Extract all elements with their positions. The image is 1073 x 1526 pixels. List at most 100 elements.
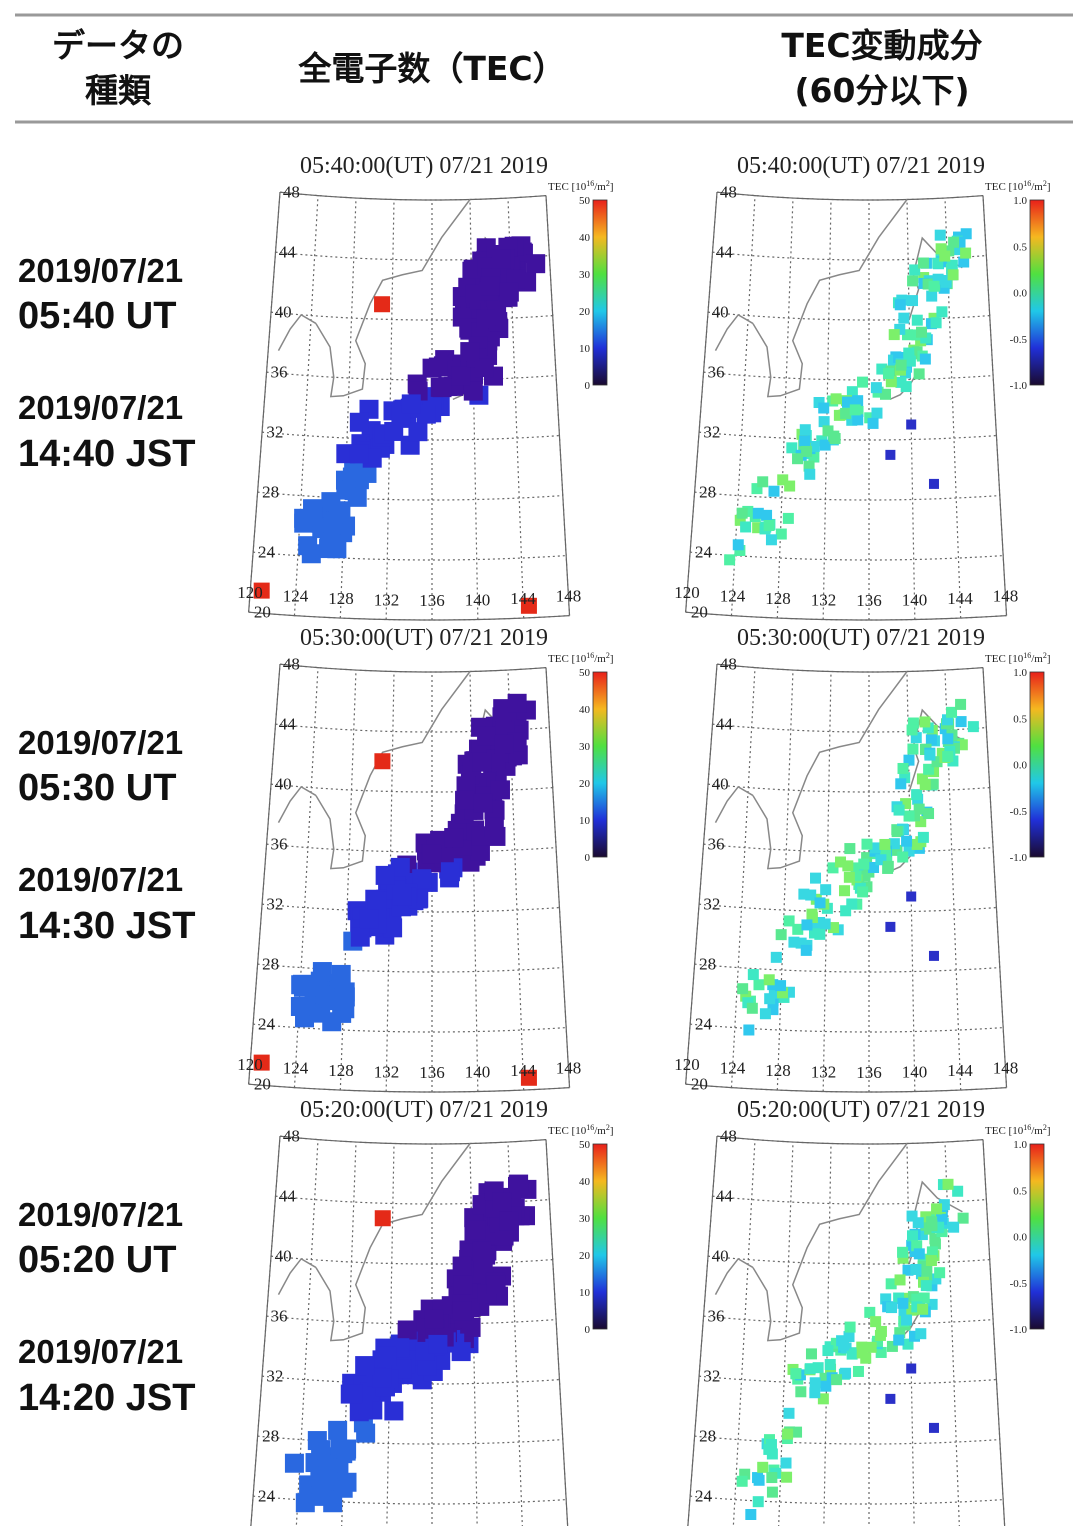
observation-square: [852, 414, 864, 426]
observation-square: [840, 1367, 852, 1379]
observation-square: [764, 993, 776, 1005]
observation-square: [911, 1301, 923, 1313]
longitude-line: [776, 198, 794, 619]
colorbar-tick-label: -1.0: [1010, 852, 1028, 864]
colorbar-tick-label: 10: [579, 815, 591, 827]
observation-square: [805, 889, 817, 901]
observation-square: [907, 295, 919, 307]
latitude-label: 28: [262, 954, 279, 973]
latitude-line: [690, 1495, 1004, 1505]
observation-square: [885, 1278, 897, 1290]
colorbar-tick-label: 0.0: [1013, 760, 1027, 772]
colorbar-tick-label: 30: [579, 741, 591, 753]
coastline: [714, 785, 754, 823]
observation-square: [745, 1508, 757, 1520]
observation-square: [318, 1466, 338, 1486]
latitude-label: 24: [695, 1014, 713, 1033]
ut-date: 2019/07/21: [18, 724, 183, 761]
latitude-label: 36: [270, 834, 287, 853]
latitude-label: 32: [266, 422, 283, 441]
observation-square: [856, 1341, 868, 1353]
observation-square: [946, 706, 958, 718]
observation-square: [872, 1335, 884, 1347]
observation-square: [942, 751, 954, 763]
colorbar-tick-label: 0: [585, 380, 591, 392]
observation-square: [472, 752, 492, 772]
observation-square: [484, 817, 504, 837]
longitude-label: 140: [465, 591, 491, 610]
observation-square: [861, 852, 873, 864]
observation-square: [888, 838, 900, 850]
ut-date: 2019/07/21: [18, 1196, 183, 1233]
observation-square: [798, 888, 810, 900]
observation-square: [888, 329, 900, 341]
observation-square: [777, 987, 789, 999]
colorbar-title: TEC [1016/m2]: [548, 179, 614, 193]
latitude-line: [690, 551, 1004, 561]
observation-square: [507, 693, 527, 713]
observation-square: [384, 421, 404, 441]
observation-square: [926, 1220, 938, 1232]
observation-square: [886, 1340, 898, 1352]
latitude-label: 48: [283, 654, 300, 673]
colorbar-tick-label: 50: [579, 667, 591, 679]
observation-square: [918, 272, 930, 284]
observation-square: [869, 842, 881, 854]
colorbar-title-part: /m: [1031, 1125, 1043, 1137]
latitude-line: [694, 1435, 1000, 1445]
observation-square: [932, 257, 944, 269]
observation-square: [752, 507, 764, 519]
observation-square: [894, 299, 906, 311]
observation-square: [831, 1374, 843, 1386]
observation-square: [955, 698, 967, 710]
observation-square: [958, 256, 970, 268]
header-type: 種類: [85, 71, 152, 110]
observation-square: [509, 1174, 529, 1194]
colorbar-title-part: 16: [586, 179, 594, 188]
observation-square: [736, 1475, 748, 1487]
observation-square: [893, 804, 905, 816]
longitude-label: 124: [283, 1059, 309, 1078]
colorbar-tick-label: 0.5: [1013, 713, 1027, 725]
observation-square: [312, 962, 332, 982]
observation-square: [967, 721, 979, 733]
observation-square: [928, 1422, 939, 1433]
observation-square: [886, 1302, 898, 1314]
latitude-line: [275, 1195, 550, 1205]
longitude-label: 136: [419, 1063, 445, 1082]
observation-square: [408, 422, 428, 442]
latitude-label: 44: [716, 242, 734, 261]
colorbar-title: TEC [1016/m2]: [548, 651, 614, 665]
observation-square: [852, 1365, 864, 1377]
observation-square: [384, 1401, 404, 1421]
observation-square: [911, 838, 923, 850]
observation-square: [743, 1024, 755, 1036]
observation-square: [428, 1334, 448, 1354]
longitude-label: 136: [856, 1063, 882, 1082]
observation-square: [520, 597, 537, 614]
observation-square: [915, 816, 927, 828]
longitude-label: 140: [465, 1063, 491, 1082]
observation-square: [960, 247, 972, 259]
colorbar: [592, 1143, 608, 1330]
colorbar-tick-label: 0.0: [1013, 288, 1027, 300]
coastline: [315, 199, 471, 398]
observation-square: [819, 439, 831, 451]
colorbar-title-part: TEC [10: [548, 181, 587, 193]
observation-square: [739, 1468, 751, 1480]
observation-square: [786, 442, 798, 454]
colorbar-tick-label: 40: [579, 232, 591, 244]
observation-square: [885, 449, 896, 460]
observation-square: [801, 919, 813, 931]
observation-square: [875, 1346, 887, 1358]
latitude-label: 44: [279, 242, 297, 261]
ut-date: 2019/07/21: [18, 252, 183, 289]
colorbar-tick-label: 30: [579, 269, 591, 281]
colorbar-tick-label: 20: [579, 306, 591, 318]
longitude-line: [822, 671, 832, 1092]
observation-square: [724, 554, 736, 566]
observation-square: [416, 404, 436, 424]
latitude-label: 20: [691, 602, 708, 621]
observation-square: [960, 228, 972, 240]
latitude-line: [712, 723, 987, 733]
